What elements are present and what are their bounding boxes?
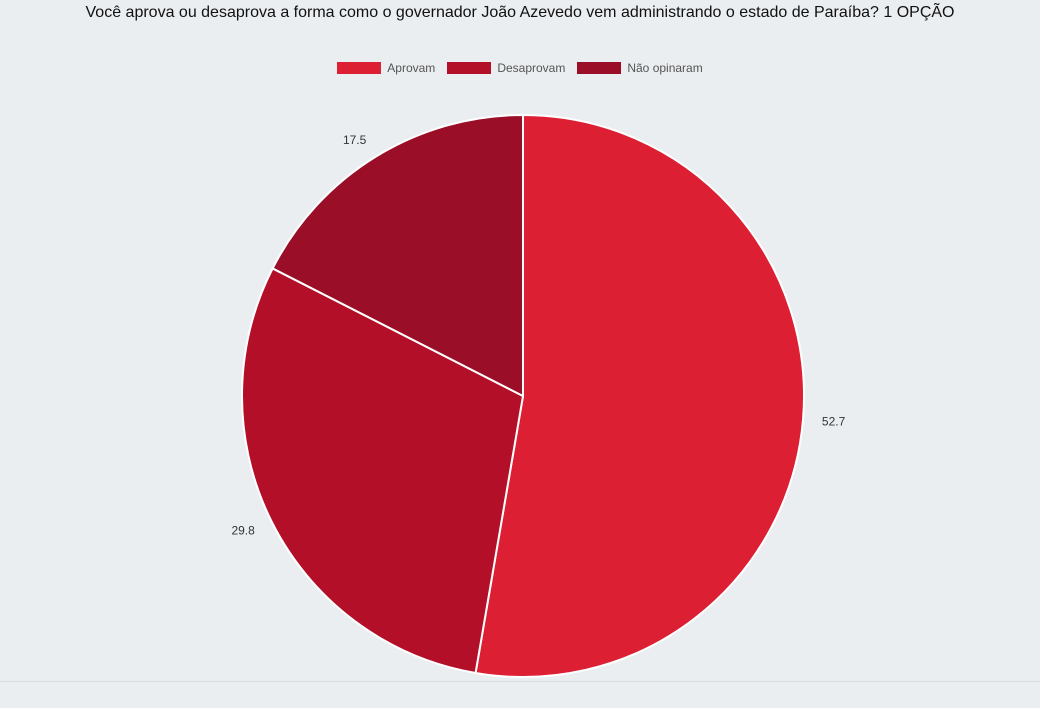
slice-value-label: 29.8	[231, 524, 255, 538]
legend-label-aprovam: Aprovam	[387, 61, 436, 75]
slice-value-label: 52.7	[822, 414, 846, 428]
legend-swatch-nao-opinaram	[577, 62, 622, 74]
legend-item-aprovam[interactable]: Aprovam	[337, 61, 435, 75]
legend-label-desaprovam: Desaprovam	[497, 61, 566, 75]
legend-item-desaprovam[interactable]: Desaprovam	[447, 61, 565, 75]
pie-slice-aprovam[interactable]	[474, 113, 805, 678]
legend-swatch-desaprovam	[447, 62, 492, 74]
legend-item-nao-opinaram[interactable]: Não opinaram	[577, 61, 703, 75]
chart-title: Você aprova ou desaprova a forma como o …	[85, 4, 955, 21]
chart-legend: Aprovam Desaprovam Não opinaram	[0, 61, 1040, 75]
footer-divider	[0, 681, 1040, 682]
legend-swatch-aprovam	[337, 62, 382, 74]
legend-label-nao-opinaram: Não opinaram	[627, 61, 703, 75]
slice-value-label: 17.5	[343, 133, 367, 147]
pie-slice-desaprovam[interactable]	[241, 267, 525, 675]
pie-slice-n-o-opinaram[interactable]	[271, 113, 524, 398]
